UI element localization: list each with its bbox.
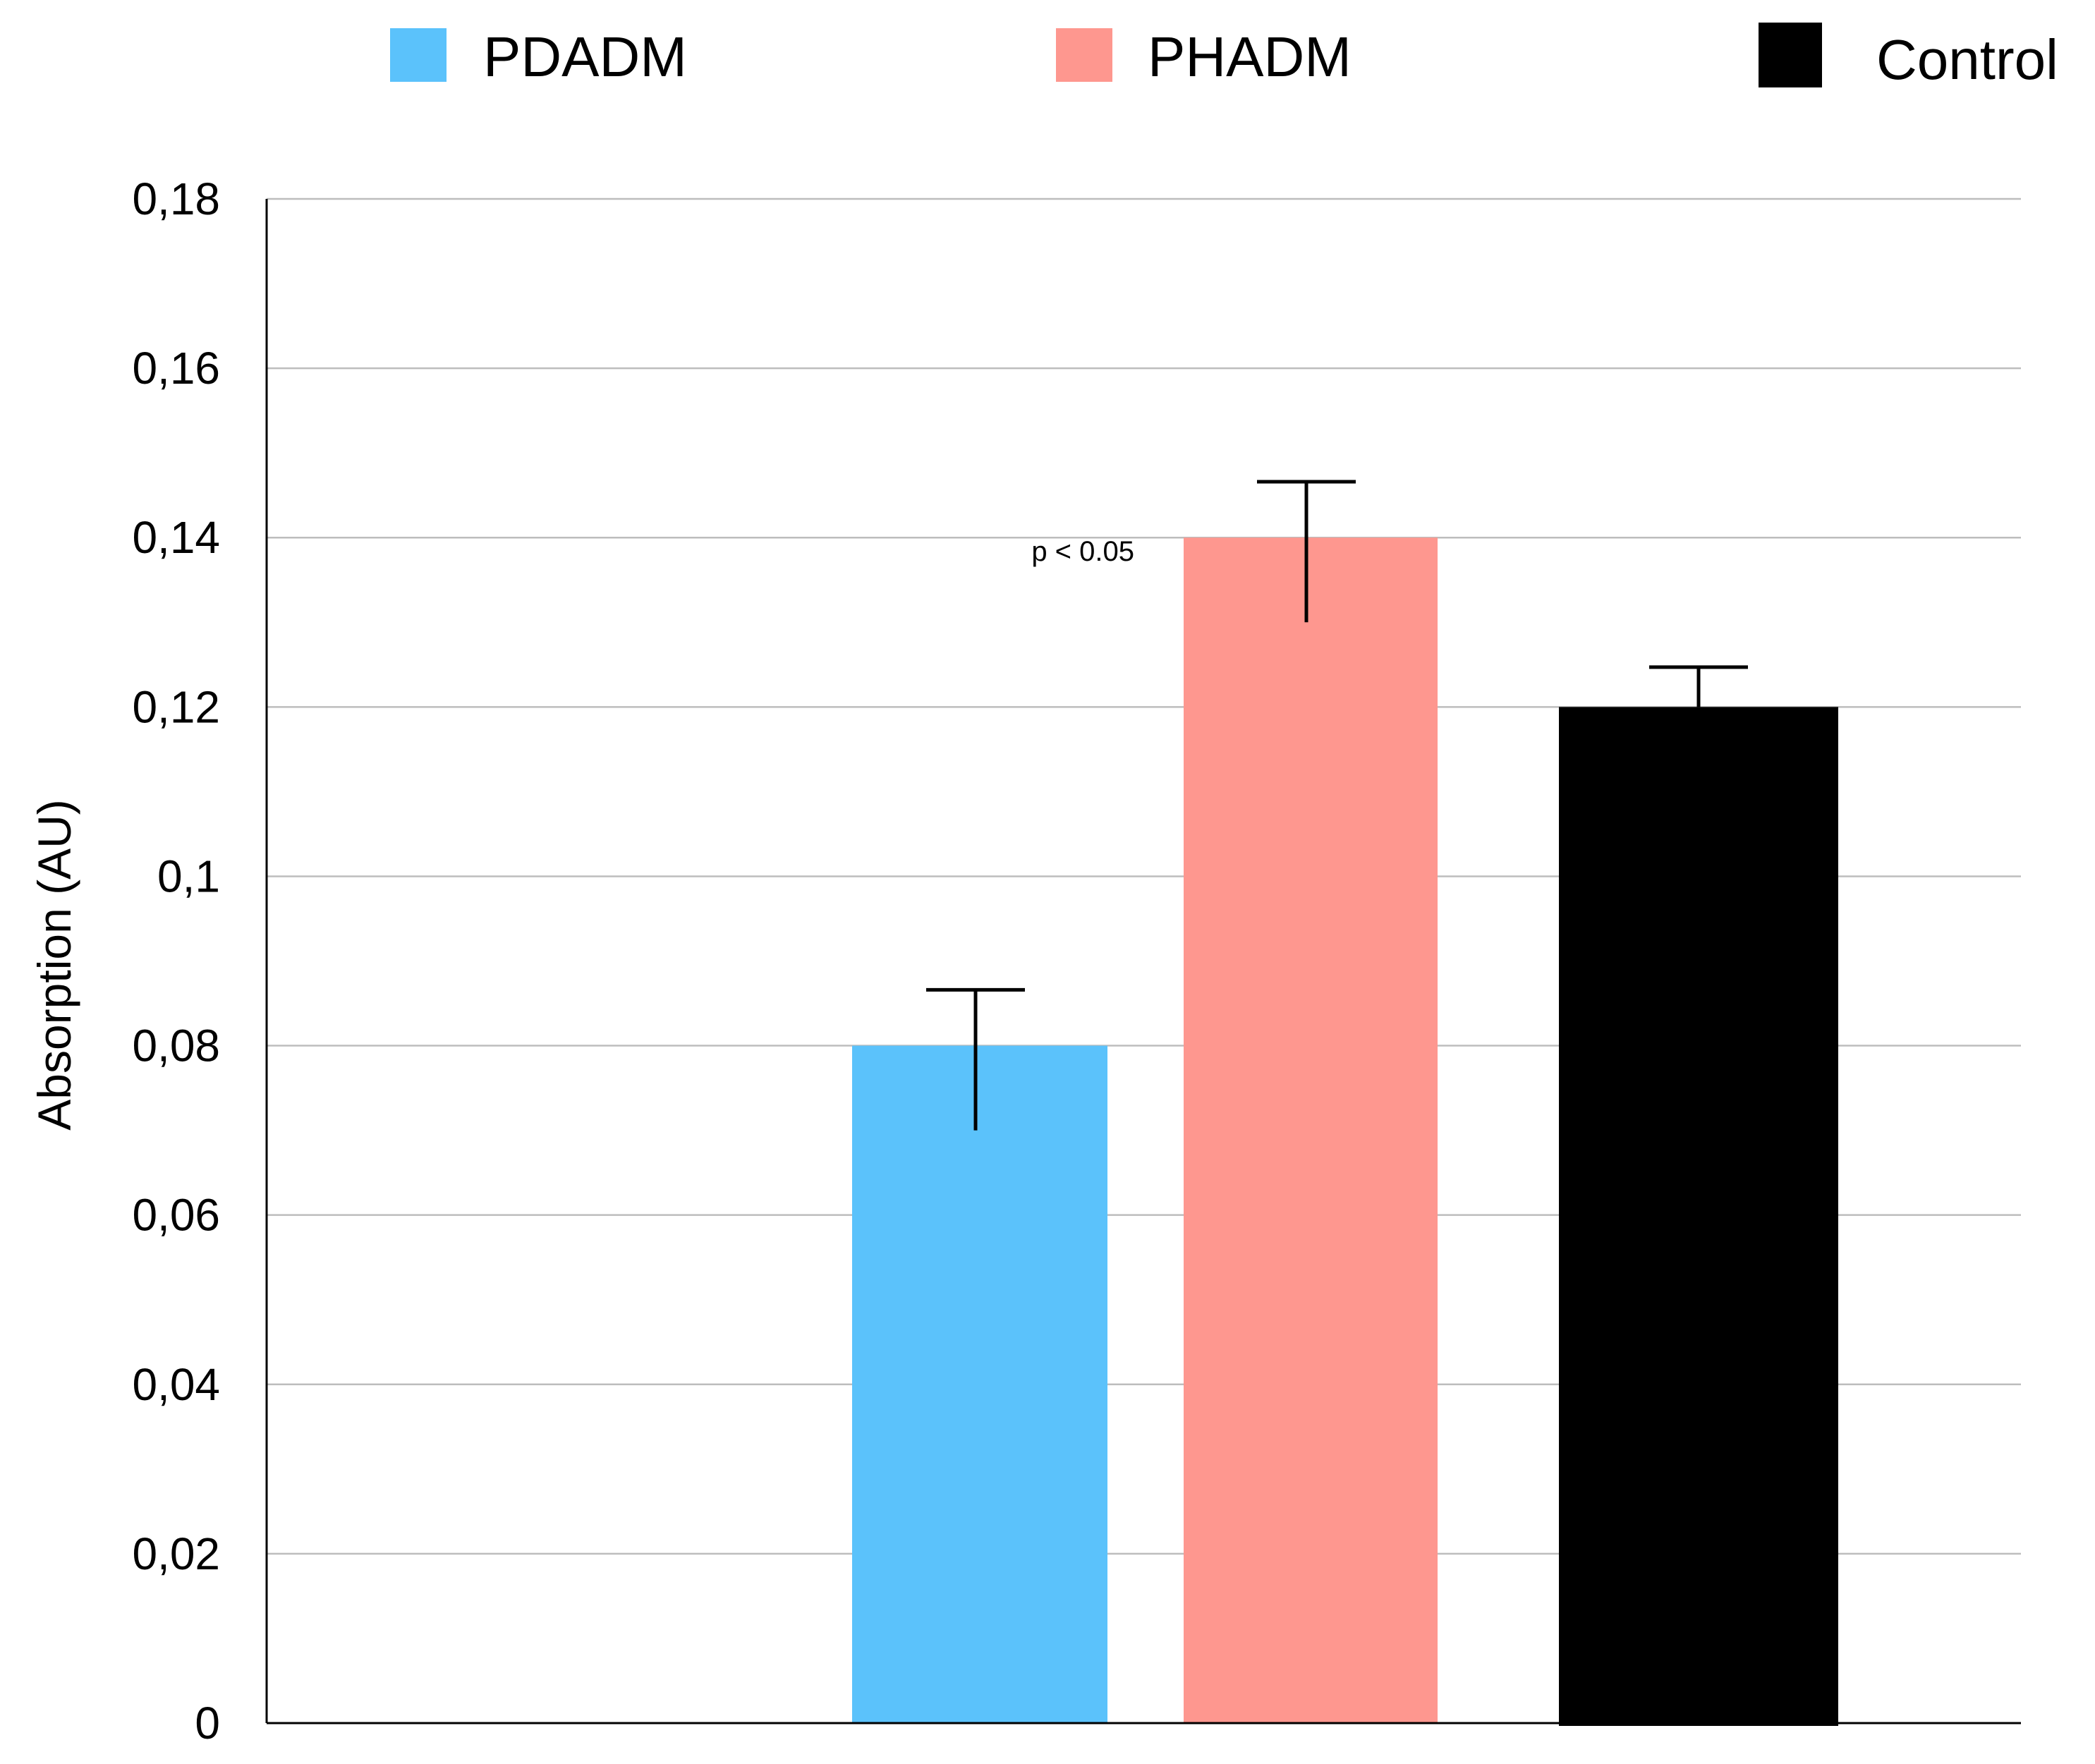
legend-swatch-phadm: [1056, 28, 1112, 82]
y-tick-label-8: 0,16: [132, 343, 220, 394]
error-bars: [926, 480, 1748, 1131]
y-tick-label-9: 0,18: [132, 174, 220, 224]
y-tick-labels: 0 0,02 0,04 0,06 0,08 0,1 0,12 0,14 0,16 0,18: [132, 174, 220, 1748]
bar-pdadm: [852, 1045, 1107, 1723]
legend-label-control: Control: [1876, 28, 2058, 91]
y-tick-label-4: 0,08: [132, 1021, 220, 1071]
annotations: p < 0.05: [1031, 536, 1134, 567]
bars: [852, 537, 1838, 1727]
y-tick-label-7: 0,14: [132, 512, 220, 563]
bar-control: [1559, 707, 1838, 1727]
legend-label-pdadm: PDADM: [483, 25, 687, 88]
y-axis-title: Absorption (AU): [28, 799, 80, 1131]
axes: [265, 199, 2021, 1725]
y-tick-label-2: 0,04: [132, 1359, 220, 1410]
legend-label-phadm: PHADM: [1148, 25, 1352, 88]
y-tick-label-5: 0,1: [157, 851, 220, 901]
gridlines: [267, 197, 2021, 1555]
y-tick-label-6: 0,12: [132, 681, 220, 732]
legend-swatch-control: [1759, 23, 1822, 87]
bar-phadm: [1184, 537, 1438, 1724]
legend: PDADM PHADM Control: [390, 23, 2058, 91]
annotation-p-value: p < 0.05: [1031, 536, 1134, 567]
legend-swatch-pdadm: [390, 28, 447, 82]
y-tick-label-0: 0: [195, 1698, 220, 1748]
y-tick-label-3: 0,06: [132, 1190, 220, 1241]
y-tick-label-1: 0,02: [132, 1528, 220, 1579]
